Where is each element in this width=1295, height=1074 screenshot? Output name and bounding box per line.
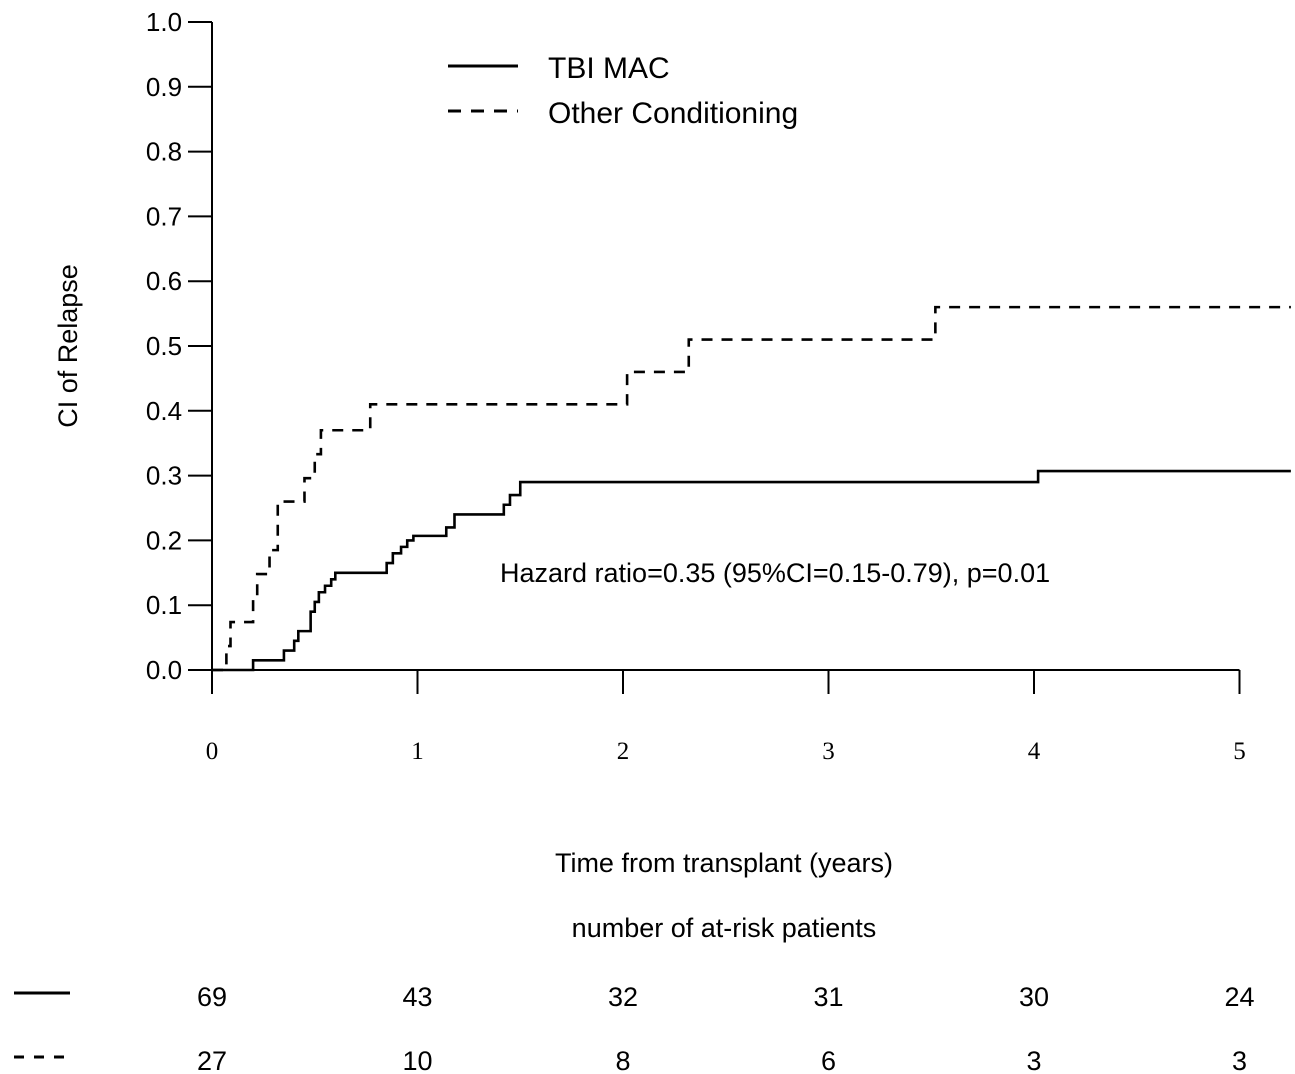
legend-label-tbi-mac: TBI MAC [548,52,670,85]
y-tick-label-4: 0.4 [146,396,182,426]
risk-count-other-conditioning-t2: 8 [615,1046,630,1074]
x-tick-label-2: 2 [617,738,630,765]
risk-count-other-conditioning-t5: 3 [1232,1046,1247,1074]
y-tick-label-3: 0.3 [146,461,182,491]
x-axis-label: Time from transplant (years) [555,848,893,878]
y-tick-label-2: 0.2 [146,525,182,555]
x-axis: 0 1 2 3 4 5 [206,669,1246,765]
y-tick-label-7: 0.7 [146,201,182,231]
y-tick-label-8: 0.8 [146,137,182,167]
risk-count-tbi-mac-t0: 69 [197,982,227,1012]
series-line-other-conditioning [212,305,1291,672]
risk-count-other-conditioning-t0: 27 [197,1046,227,1074]
risk-table: 69 43 32 31 30 24 27 10 8 6 3 3 [14,982,1255,1074]
risk-table-title: number of at-risk patients [572,913,877,943]
risk-count-tbi-mac-t5: 24 [1224,982,1254,1012]
y-axis-label: CI of Relapse [53,264,83,428]
y-tick-label-10: 1.0 [146,7,182,37]
y-tick-label-0: 0.0 [146,655,182,685]
legend-label-other-conditioning: Other Conditioning [548,97,798,130]
risk-count-other-conditioning-t3: 6 [821,1046,836,1074]
x-tick-label-4: 4 [1028,738,1041,765]
risk-count-tbi-mac-t4: 30 [1019,982,1049,1012]
x-tick-label-0: 0 [206,738,219,765]
series-layer [212,305,1291,672]
risk-count-tbi-mac-t1: 43 [402,982,432,1012]
y-tick-label-1: 0.1 [146,590,182,620]
hazard-ratio-annotation: Hazard ratio=0.35 (95%CI=0.15-0.79), p=0… [500,558,1050,588]
y-tick-label-9: 0.9 [146,72,182,102]
y-axis: 0.0 0.1 0.2 0.3 0.4 0.5 0.6 0.7 0.8 0.9 1.0 [146,7,213,685]
x-tick-label-5: 5 [1233,738,1246,765]
risk-count-tbi-mac-t2: 32 [608,982,638,1012]
risk-count-other-conditioning-t1: 10 [402,1046,432,1074]
risk-counts: 69 43 32 31 30 24 27 10 8 6 3 3 [197,982,1255,1074]
x-tick-label-3: 3 [822,738,835,765]
x-tick-label-1: 1 [411,738,424,765]
y-tick-label-5: 0.5 [146,331,182,361]
legend: TBI MAC Other Conditioning [448,52,798,130]
risk-count-other-conditioning-t4: 3 [1026,1046,1041,1074]
y-tick-label-6: 0.6 [146,266,182,296]
series-line-tbi-mac [212,469,1291,672]
risk-count-tbi-mac-t3: 31 [813,982,843,1012]
